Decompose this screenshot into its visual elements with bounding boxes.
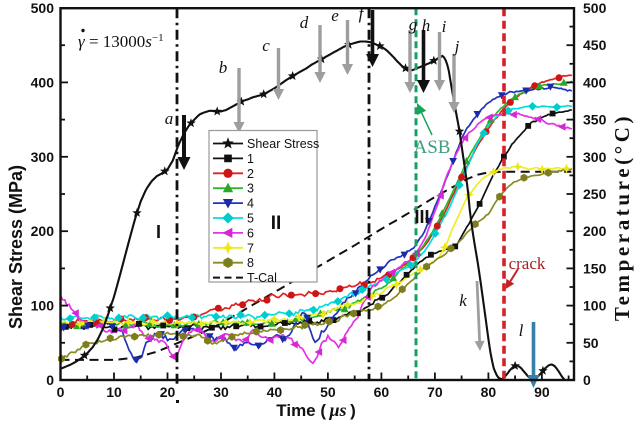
svg-text:3: 3 bbox=[247, 182, 254, 196]
svg-text:300: 300 bbox=[583, 149, 607, 165]
svg-text:T-Cal: T-Cal bbox=[247, 271, 277, 285]
svg-text:b: b bbox=[219, 58, 228, 77]
svg-text:80: 80 bbox=[481, 384, 497, 400]
svg-text:i: i bbox=[442, 17, 447, 36]
svg-text:γ = 13000s−1: γ = 13000s−1 bbox=[78, 32, 164, 51]
svg-text:f: f bbox=[359, 4, 366, 23]
svg-text:a: a bbox=[165, 109, 174, 128]
svg-text:c: c bbox=[262, 36, 270, 55]
svg-text:30: 30 bbox=[213, 384, 229, 400]
svg-text:0: 0 bbox=[57, 384, 65, 400]
svg-text:l: l bbox=[519, 321, 524, 340]
svg-text:4: 4 bbox=[247, 197, 254, 211]
svg-text:60: 60 bbox=[374, 384, 390, 400]
svg-text:150: 150 bbox=[583, 260, 607, 276]
svg-text:500: 500 bbox=[583, 0, 607, 16]
svg-text:2: 2 bbox=[247, 167, 254, 181]
svg-text:Temperature(°C): Temperature(°C) bbox=[610, 113, 634, 321]
svg-text:e: e bbox=[331, 6, 339, 25]
svg-text:d: d bbox=[300, 13, 309, 32]
svg-text:200: 200 bbox=[31, 223, 55, 239]
svg-text:100: 100 bbox=[31, 298, 55, 314]
svg-text:90: 90 bbox=[534, 384, 550, 400]
svg-text:Shear Stress (MPa): Shear Stress (MPa) bbox=[6, 165, 26, 329]
svg-text:400: 400 bbox=[583, 74, 607, 90]
svg-text:0: 0 bbox=[583, 372, 591, 388]
svg-text:I: I bbox=[156, 222, 161, 242]
svg-text:6: 6 bbox=[247, 226, 254, 240]
svg-text:200: 200 bbox=[583, 223, 607, 239]
svg-text:450: 450 bbox=[583, 37, 607, 53]
svg-text:g: g bbox=[409, 15, 418, 34]
svg-text:100: 100 bbox=[583, 298, 607, 314]
svg-text:50: 50 bbox=[583, 335, 599, 351]
svg-text:Shear Stress: Shear Stress bbox=[247, 137, 319, 151]
svg-text:III: III bbox=[414, 207, 429, 227]
svg-text:300: 300 bbox=[31, 149, 55, 165]
svg-text:II: II bbox=[271, 213, 282, 234]
svg-text:20: 20 bbox=[160, 384, 176, 400]
svg-text:k: k bbox=[459, 291, 467, 310]
svg-text:10: 10 bbox=[106, 384, 122, 400]
svg-text:h: h bbox=[422, 16, 431, 35]
svg-text:8: 8 bbox=[247, 256, 254, 270]
svg-text:70: 70 bbox=[427, 384, 443, 400]
svg-text:5: 5 bbox=[247, 212, 254, 226]
svg-text:400: 400 bbox=[31, 74, 55, 90]
svg-text:7: 7 bbox=[247, 241, 254, 255]
svg-text:50: 50 bbox=[320, 384, 336, 400]
svg-text:j: j bbox=[453, 37, 460, 56]
svg-text:350: 350 bbox=[583, 112, 607, 128]
svg-text:0: 0 bbox=[46, 372, 54, 388]
svg-text:500: 500 bbox=[31, 0, 55, 16]
svg-text:250: 250 bbox=[583, 186, 607, 202]
svg-text:ASB: ASB bbox=[414, 137, 451, 158]
svg-text:1: 1 bbox=[247, 152, 254, 166]
svg-text:40: 40 bbox=[267, 384, 283, 400]
svg-text:crack: crack bbox=[509, 254, 546, 273]
svg-text:Time ( μs ): Time ( μs ) bbox=[276, 400, 355, 420]
